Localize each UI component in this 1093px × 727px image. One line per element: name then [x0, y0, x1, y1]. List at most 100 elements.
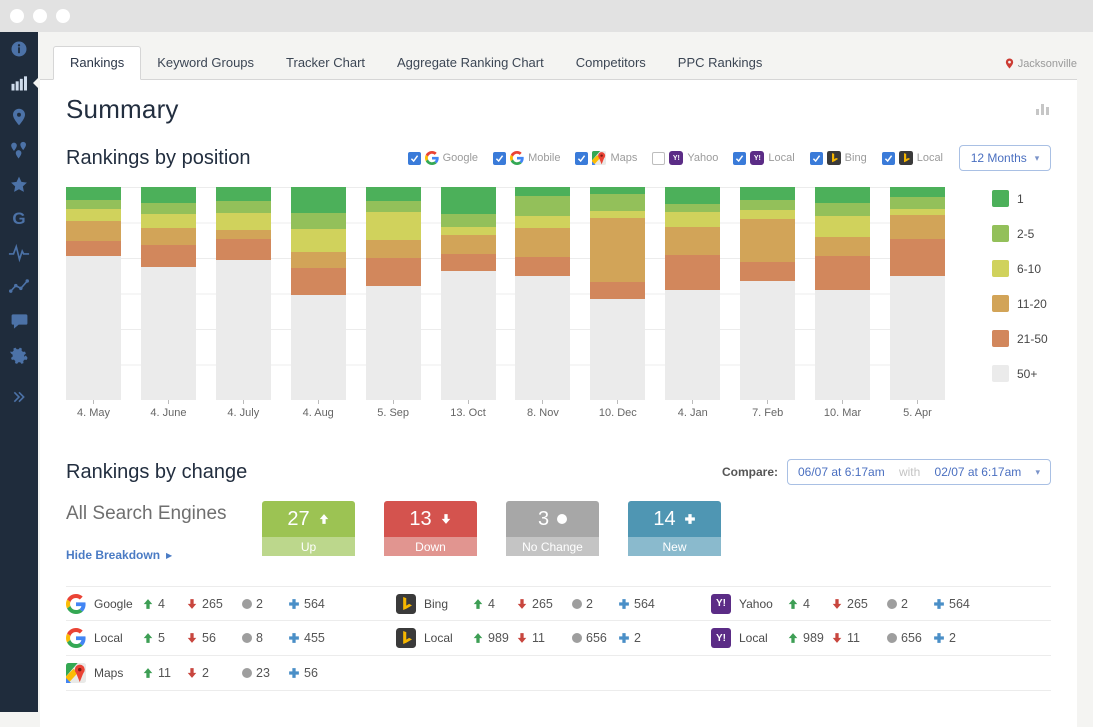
bar-segment-6-10 — [590, 211, 646, 219]
sidebar-item-map-pin[interactable] — [0, 100, 38, 134]
badge-no-change: 3 No Change — [506, 501, 599, 562]
trend-line-icon — [8, 276, 30, 298]
bing-icon — [396, 593, 416, 614]
checkbox-checked-icon[interactable] — [881, 151, 895, 165]
filter-yahoo-yahoo[interactable]: Y! Yahoo — [652, 151, 718, 165]
tab-tracker-chart[interactable]: Tracker Chart — [286, 55, 366, 70]
google-maps-icon — [592, 151, 607, 165]
bar-segment-2-5 — [215, 201, 271, 214]
tab-ppc-rankings[interactable]: PPC Rankings — [677, 55, 763, 70]
stat-down: 265 — [186, 597, 242, 611]
arrow-down-icon — [832, 598, 842, 609]
circle-icon — [242, 633, 252, 643]
plus-icon — [289, 633, 299, 643]
sidebar-item-google-g[interactable]: G — [0, 202, 38, 236]
page-title: Summary — [66, 94, 179, 124]
compare-dates-dropdown[interactable]: 06/07 at 6:17am with 02/07 at 6:17am ▾ — [787, 459, 1051, 485]
circle-icon — [242, 668, 252, 678]
rankings-by-position-title: Rankings by position — [66, 146, 251, 169]
bar-segment-6-10 — [66, 208, 121, 222]
legend-swatch-icon — [992, 225, 1009, 242]
bar-segment-2-5 — [740, 200, 796, 211]
tab-keyword-groups[interactable]: Keyword Groups — [157, 55, 255, 70]
sidebar-item-expand-chevrons[interactable] — [0, 380, 38, 414]
bar-segment-1 — [590, 187, 646, 195]
sidebar-item-trend-line[interactable] — [0, 270, 38, 304]
badge-value: 13 — [409, 507, 432, 530]
google-icon — [66, 628, 86, 648]
sidebar-item-pulse[interactable] — [0, 236, 38, 270]
checkbox-checked-icon[interactable] — [407, 151, 421, 165]
comment-icon — [10, 312, 29, 331]
legend-swatch-icon — [992, 190, 1009, 207]
legend-item-1[interactable]: 1 — [992, 190, 1051, 207]
breakdown-row: Local 5 56 8 455 Local 989 11 656 2 Y! L… — [66, 621, 1051, 656]
sidebar-item-info[interactable] — [0, 32, 38, 66]
hide-breakdown-link[interactable]: Hide Breakdown ▶ — [66, 548, 173, 562]
filter-bing-bing[interactable]: Bing — [809, 151, 867, 165]
time-range-dropdown[interactable]: 12 Months ▾ — [959, 145, 1051, 171]
filter-yahoo-local[interactable]: Y! Local — [733, 151, 795, 165]
legend-item-11-20[interactable]: 11-20 — [992, 295, 1051, 312]
filter-maps-maps[interactable]: Maps — [575, 151, 637, 165]
filter-google-mobile[interactable]: Mobile — [493, 151, 560, 165]
legend-item-2-5[interactable]: 2-5 — [992, 225, 1051, 242]
rankings-by-position-chart: 4. May 4. June 4. July 4. Aug 5. Sep 13.… — [66, 187, 1051, 419]
yahoo-icon: Y! — [669, 151, 684, 165]
circle-icon — [887, 633, 897, 643]
sidebar-item-gear[interactable] — [0, 338, 38, 372]
bing-icon — [898, 151, 913, 165]
legend-item-21-50[interactable]: 21-50 — [992, 330, 1051, 347]
bar-segment-50- — [140, 267, 196, 400]
checkbox-checked-icon[interactable] — [575, 151, 589, 165]
badge-label: Up — [262, 537, 355, 556]
sidebar-spacer — [0, 372, 38, 380]
yahoo-icon: Y! — [750, 151, 765, 165]
bar-segment-11-20 — [215, 230, 271, 240]
legend-item-50-[interactable]: 50+ — [992, 365, 1051, 382]
bar-segment-21-50 — [740, 261, 796, 281]
checkbox-unchecked-icon[interactable] — [652, 151, 666, 165]
filter-bing-local[interactable]: Local — [881, 151, 943, 165]
sidebar-item-bar-chart[interactable] — [0, 66, 38, 100]
bar-segment-6-10 — [440, 227, 496, 236]
checkbox-checked-icon[interactable] — [809, 151, 823, 165]
bar-segment-2-5 — [290, 213, 346, 230]
sidebar-item-map-pins[interactable] — [0, 134, 38, 168]
x-axis-label: 13. Oct — [441, 400, 496, 419]
filter-google-google[interactable]: Google — [407, 151, 478, 165]
stat-no-change: 23 — [242, 666, 288, 680]
axis-tick — [93, 400, 94, 404]
bar-segment-6-10 — [740, 210, 796, 220]
bar-segment-2-5 — [440, 214, 496, 228]
x-axis-label: 4. Jan — [665, 400, 720, 419]
checkbox-checked-icon[interactable] — [733, 151, 747, 165]
legend-item-6-10[interactable]: 6-10 — [992, 260, 1051, 277]
sidebar-item-comment[interactable] — [0, 304, 38, 338]
window-maximize-button[interactable] — [56, 9, 70, 23]
tab-rankings[interactable]: Rankings — [53, 46, 142, 80]
sidebar-item-star[interactable] — [0, 168, 38, 202]
engine-filters: Google Mobile Maps Y! Yahoo Y! Local — [407, 151, 943, 165]
location-selector[interactable]: Jacksonville — [1004, 57, 1077, 79]
tab-competitors[interactable]: Competitors — [575, 55, 646, 70]
breakdown-cell-bing-local: Local 989 11 656 2 — [396, 628, 711, 648]
bar-segment-21-50 — [515, 256, 571, 276]
window-minimize-button[interactable] — [33, 9, 47, 23]
bar-segment-50- — [740, 280, 796, 400]
bar-segment-2-5 — [889, 197, 945, 210]
x-axis-label: 4. June — [141, 400, 196, 419]
legend-swatch-icon — [992, 260, 1009, 277]
bar-4-may — [66, 187, 121, 400]
bing-icon — [396, 628, 416, 648]
window-close-button[interactable] — [10, 9, 24, 23]
stat-down: 2 — [186, 666, 242, 680]
plus-icon — [289, 598, 299, 609]
tab-aggregate-ranking-chart[interactable]: Aggregate Ranking Chart — [397, 55, 544, 70]
google-icon — [424, 151, 439, 165]
bar-segment-21-50 — [140, 245, 196, 268]
arrow-up-icon — [143, 633, 153, 643]
checkbox-checked-icon[interactable] — [493, 151, 507, 165]
chart-options-icon[interactable] — [1036, 104, 1051, 115]
bar-segment-1 — [440, 187, 496, 215]
